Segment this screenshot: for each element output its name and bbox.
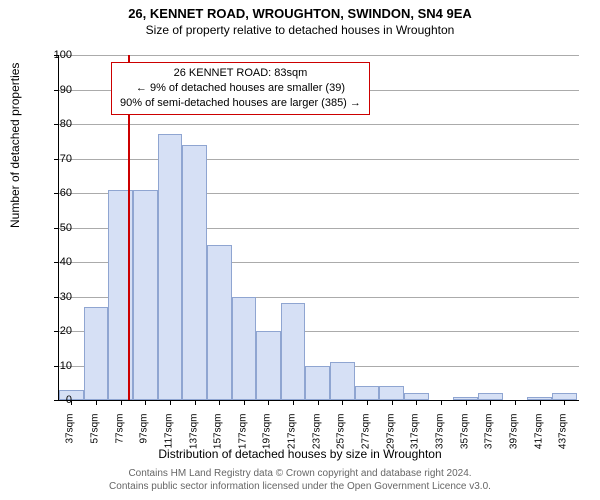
x-tick [219, 400, 220, 405]
y-tick-label: 0 [32, 394, 72, 406]
histogram-bar [330, 362, 355, 400]
y-axis-title: Number of detached properties [8, 63, 22, 228]
histogram-bar [305, 366, 330, 401]
title-block: 26, KENNET ROAD, WROUGHTON, SWINDON, SN4… [0, 0, 600, 37]
x-tick-label: 137sqm [188, 414, 199, 454]
callout-line-2: ← 9% of detached houses are smaller (39) [120, 81, 361, 96]
histogram-bar [84, 307, 109, 400]
y-tick-label: 10 [32, 360, 72, 372]
x-tick [293, 400, 294, 405]
x-tick-label: 397sqm [508, 414, 519, 454]
x-tick [540, 400, 541, 405]
y-tick-label: 20 [32, 325, 72, 337]
x-tick [564, 400, 565, 405]
y-tick-label: 50 [32, 222, 72, 234]
y-tick-label: 100 [32, 49, 72, 61]
page-subtitle: Size of property relative to detached ho… [0, 23, 600, 37]
y-tick-label: 60 [32, 187, 72, 199]
x-tick [392, 400, 393, 405]
x-tick [170, 400, 171, 405]
histogram-bar [207, 245, 232, 400]
x-tick [416, 400, 417, 405]
x-tick [342, 400, 343, 405]
histogram-bar [133, 190, 158, 400]
x-tick [195, 400, 196, 405]
histogram-bar [256, 331, 281, 400]
histogram-bar [182, 145, 207, 400]
x-tick-label: 117sqm [163, 414, 174, 454]
gridline [59, 159, 579, 160]
x-tick [268, 400, 269, 405]
page-title: 26, KENNET ROAD, WROUGHTON, SWINDON, SN4… [0, 6, 600, 21]
footer-attribution: Contains HM Land Registry data © Crown c… [0, 468, 600, 493]
x-tick [121, 400, 122, 405]
y-tick-label: 80 [32, 118, 72, 130]
marker-callout: 26 KENNET ROAD: 83sqm ← 9% of detached h… [111, 62, 370, 115]
x-tick [244, 400, 245, 405]
footer-line-1: Contains HM Land Registry data © Crown c… [0, 468, 600, 481]
callout-line-3: 90% of semi-detached houses are larger (… [120, 96, 361, 111]
histogram-bar [281, 303, 306, 400]
y-tick-label: 40 [32, 256, 72, 268]
histogram-bar [478, 393, 503, 400]
y-tick-label: 30 [32, 291, 72, 303]
gridline [59, 55, 579, 56]
x-tick-label: 417sqm [533, 414, 544, 454]
x-tick-label: 317sqm [410, 414, 421, 454]
x-tick-label: 157sqm [213, 414, 224, 454]
x-tick [515, 400, 516, 405]
x-tick-label: 197sqm [262, 414, 273, 454]
x-tick-label: 57sqm [89, 414, 100, 454]
x-tick [96, 400, 97, 405]
x-tick-label: 37sqm [65, 414, 76, 454]
y-tick-label: 70 [32, 153, 72, 165]
x-tick-label: 97sqm [139, 414, 150, 454]
x-tick-label: 297sqm [385, 414, 396, 454]
histogram-bar [355, 386, 380, 400]
gridline [59, 124, 579, 125]
x-tick-label: 357sqm [459, 414, 470, 454]
x-tick-label: 77sqm [114, 414, 125, 454]
footer-line-2: Contains public sector information licen… [0, 481, 600, 494]
x-tick-label: 337sqm [434, 414, 445, 454]
y-tick-label: 90 [32, 84, 72, 96]
x-tick-label: 377sqm [484, 414, 495, 454]
x-tick [490, 400, 491, 405]
histogram-bar [404, 393, 429, 400]
histogram-bar [379, 386, 404, 400]
x-tick [318, 400, 319, 405]
x-tick-label: 237sqm [311, 414, 322, 454]
x-tick [441, 400, 442, 405]
x-tick [367, 400, 368, 405]
x-tick-label: 277sqm [361, 414, 372, 454]
callout-line-1: 26 KENNET ROAD: 83sqm [120, 66, 361, 81]
x-tick-label: 177sqm [237, 414, 248, 454]
x-tick-label: 217sqm [287, 414, 298, 454]
x-tick-label: 437sqm [558, 414, 569, 454]
x-tick-label: 257sqm [336, 414, 347, 454]
x-tick [145, 400, 146, 405]
histogram-bar [232, 297, 257, 401]
x-tick [466, 400, 467, 405]
histogram-bar [552, 393, 577, 400]
histogram-bar [158, 134, 183, 400]
